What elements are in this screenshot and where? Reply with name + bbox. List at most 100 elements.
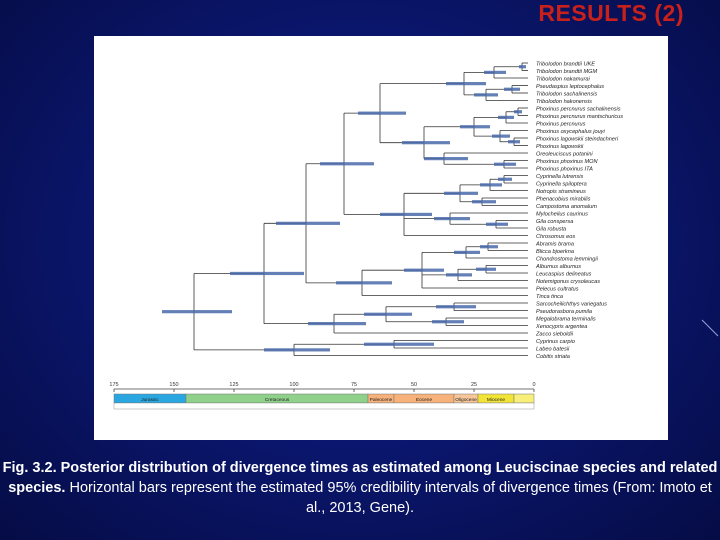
taxon-label: Cyprinella spiloptera [536,182,587,188]
taxon-label: Gila conspersa [536,219,573,225]
hpd-bar [486,222,508,226]
taxon-label: Phoxinus percnurus [536,122,586,128]
hpd-bar [504,87,520,91]
hpd-bar [476,267,496,271]
taxon-label: Sarcocheilichthys variegatus [536,302,607,308]
taxon-label: Cyprinella lutrensis [536,174,583,180]
axis-tick-label: 100 [289,382,298,388]
taxon-label: Campostoma anomalum [536,204,597,210]
taxon-label: Notropis stramineus [536,189,586,195]
taxon-label: Alburnus alburnus [535,264,581,270]
phylogeny-figure: Tribolodon brandtii UKE Tribolodon brandt… [94,36,668,440]
hpd-bar [402,141,450,145]
tree-branches [193,62,528,356]
hpd-bar [358,111,406,115]
hpd-bar [230,271,304,276]
taxon-label: Pelecus cultratus [536,287,579,293]
period-label: Oligocene [455,397,477,403]
hpd-bars [162,65,526,352]
taxon-label: Chrosomus eos [536,234,575,240]
hpd-bar [446,82,486,86]
period-band-recent [513,393,535,404]
axis-tick-label: 25 [471,382,477,388]
hpd-bar [498,177,512,181]
hpd-bar [276,221,340,225]
taxon-label: Phoxinus lagowskii [536,144,584,150]
taxon-label: Tinca tinca [536,294,563,300]
axis-tick-label: 175 [109,382,118,388]
geologic-timescale: Jurassic Cretaceous Paleocene Eocene Oligoce… [113,393,535,410]
taxon-label: Tribolodon sachalinensis [536,92,597,98]
taxon-label: Blicca bjoerkna [536,249,574,255]
period-label: Miocene [487,397,505,403]
taxon-label: Labeo batesii [536,347,570,353]
hpd-bar [264,348,330,352]
hpd-bar [480,245,498,249]
taxon-label: Phenacobius mirabilis [536,197,591,203]
taxon-label: Cyprinus carpio [536,339,575,345]
hpd-bar [162,310,232,314]
figure-caption: Fig. 3.2. Posterior distribution of dive… [0,458,720,518]
axis-tick-label: 150 [169,382,178,388]
period-label: Cretaceous [265,397,290,403]
hpd-bar [432,320,464,324]
hpd-bar [436,305,476,309]
caption-description: Horizontal bars represent the estimated … [69,480,712,516]
hpd-bar [336,281,392,285]
taxon-label: Leucaspius delineatus [536,272,592,278]
taxon-label: Phoxinus lagowskii steindachneri [536,137,619,143]
time-axis: 175 150 125 100 75 50 25 0 [109,382,536,392]
hpd-bar [519,65,526,69]
taxon-label: Phoxinus percnurus mantschuricus [536,114,623,120]
hpd-bar [308,322,366,326]
caption-title: Fig. 3.2. Posterior distribution of dive… [2,460,718,496]
decorative-diagonal-line [701,319,719,337]
taxon-label: Phoxinus percnurus sachalinensis [536,107,621,113]
hpd-bar [320,162,374,166]
hpd-bar [434,217,470,221]
hpd-bar [460,125,490,129]
hpd-bar [364,312,412,316]
axis-tick-label: 50 [411,382,417,388]
hpd-bar [446,273,472,277]
axis-tick-label: 0 [532,382,535,388]
taxon-label: Phoxinus oxycephalus jouyi [536,129,605,135]
period-label: Jurassic [141,397,159,403]
hpd-bar [472,200,496,204]
taxon-label: Phoxinus phoxinus MON [536,159,599,165]
hpd-bar [380,212,432,217]
hpd-bar [404,268,444,272]
taxon-label: Xenocypris argentea [535,324,587,330]
taxon-label: Tribolodon hakonensis [536,99,592,105]
hpd-bar [484,70,506,74]
period-label: Eocene [416,397,433,403]
hpd-bar [474,93,498,97]
hpd-bar [364,342,434,346]
taxon-label: Pseudaspius leptocephalus [536,84,604,90]
taxon-label: Pseudorasbora pumila [536,309,592,315]
hpd-bar [454,250,480,254]
hpd-bar [480,183,502,187]
taxon-label: Oreoleuciscus potanini [536,152,593,158]
hpd-bar [492,134,510,138]
axis-tick-label: 125 [229,382,238,388]
hpd-bar [444,191,478,195]
period-label: Paleocene [370,397,393,403]
taxon-label: Zacco sieboldii [535,332,574,338]
hpd-bar [498,115,514,119]
hpd-bar [514,110,522,114]
slide-title: RESULTS (2) [538,0,684,26]
hpd-bar [424,157,468,161]
hpd-bar [508,140,520,144]
taxon-label: Cobitis striata [536,354,570,360]
hpd-bar [494,162,516,166]
taxon-label: Notemigonus crysoleucas [536,279,600,285]
taxon-label: Tribolodon brandtii UKE [536,62,595,68]
taxon-label: Mylocheilus caurinus [536,212,588,218]
taxon-label: Megalobrama terminalis [536,317,596,323]
taxon-label: Tribolodon nakamurai [536,77,590,83]
taxon-label: Phoxinus phoxinus ITA [536,167,593,173]
taxon-label: Chondrostoma lemmingii [536,257,599,263]
